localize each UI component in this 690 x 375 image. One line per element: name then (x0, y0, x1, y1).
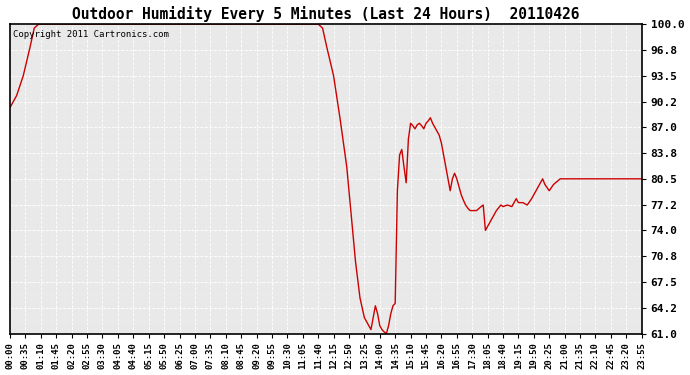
Title: Outdoor Humidity Every 5 Minutes (Last 24 Hours)  20110426: Outdoor Humidity Every 5 Minutes (Last 2… (72, 6, 580, 21)
Text: Copyright 2011 Cartronics.com: Copyright 2011 Cartronics.com (13, 30, 169, 39)
